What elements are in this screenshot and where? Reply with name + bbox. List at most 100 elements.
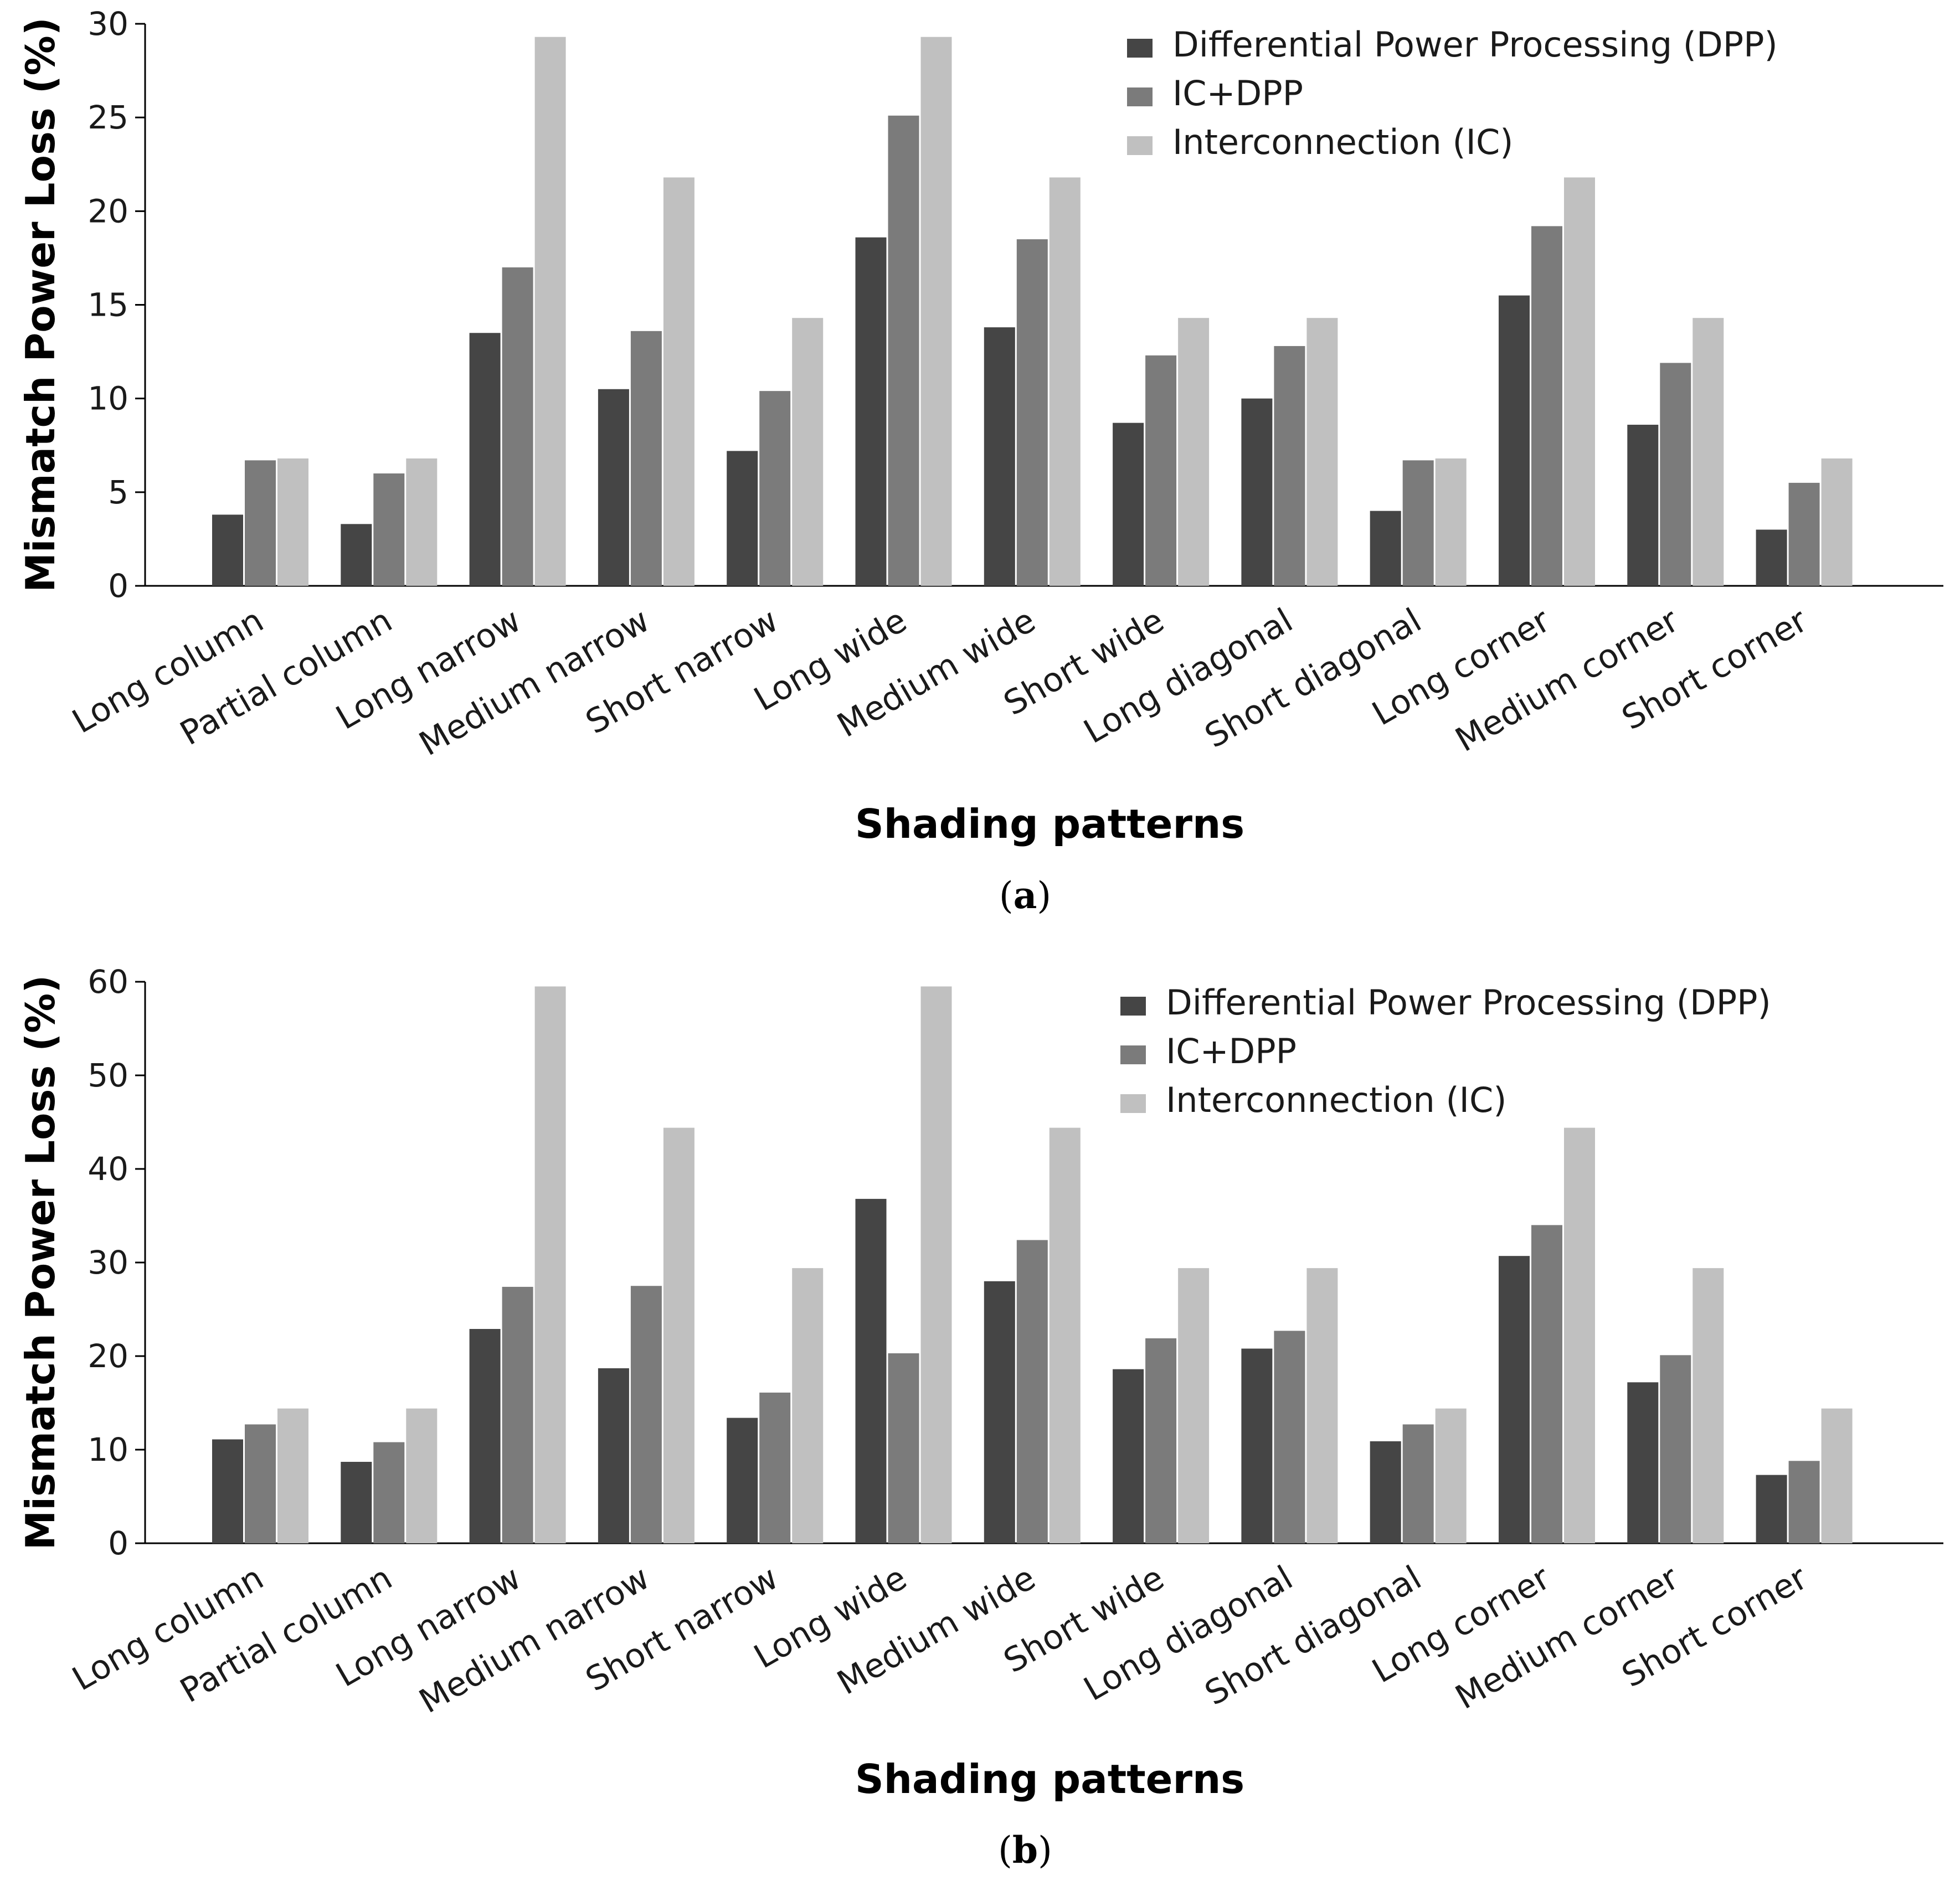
bar-ic-dpp	[245, 460, 276, 586]
legend-label: Interconnection (IC)	[1166, 1080, 1506, 1120]
bar-ic-dpp	[630, 331, 662, 586]
bar-ic	[277, 458, 308, 586]
bar-ic	[1564, 177, 1595, 586]
bar-ic	[1693, 1268, 1724, 1543]
bar-ic-dpp	[888, 115, 919, 586]
bar-dpp	[1370, 511, 1401, 586]
bar-ic	[920, 37, 952, 586]
legend-label: IC+DPP	[1172, 73, 1303, 114]
bar-ic	[663, 1127, 695, 1543]
y-tick-label: 30	[88, 5, 128, 43]
x-category-label: Medium narrow	[413, 1558, 656, 1721]
bar-ic	[1821, 458, 1853, 586]
bar-ic-dpp	[1016, 1240, 1048, 1543]
x-category-label: Partial column	[174, 1558, 399, 1710]
legend-swatch	[1127, 39, 1153, 58]
bar-ic	[1564, 1127, 1595, 1543]
bar-ic-dpp	[373, 1442, 405, 1543]
legend-label: IC+DPP	[1166, 1031, 1297, 1071]
bar-ic-dpp	[1660, 363, 1691, 586]
bar-ic-dpp	[759, 391, 791, 586]
y-tick-label: 0	[108, 567, 128, 605]
y-tick-label: 10	[88, 1431, 128, 1469]
bar-ic	[1306, 1268, 1338, 1543]
bar-dpp	[1756, 1475, 1787, 1543]
bar-dpp	[727, 1418, 758, 1543]
bar-dpp	[984, 327, 1015, 586]
bar-dpp	[1499, 295, 1530, 586]
y-tick-label: 25	[88, 99, 128, 136]
bar-dpp	[212, 1439, 243, 1543]
y-tick-label: 15	[88, 286, 128, 324]
bar-dpp	[598, 1368, 629, 1543]
legend-swatch	[1120, 997, 1146, 1016]
bar-ic-dpp	[1274, 346, 1305, 586]
bar-ic-dpp	[1145, 1338, 1177, 1543]
x-category-label: Partial column	[174, 601, 399, 753]
bar-ic-dpp	[1016, 239, 1048, 586]
caption-letter: a	[1014, 874, 1037, 917]
bar-ic	[534, 986, 566, 1543]
bar-ic-dpp	[1788, 482, 1820, 586]
bar-dpp	[1627, 425, 1659, 586]
y-tick-label: 50	[88, 1057, 128, 1094]
bar-dpp	[1113, 1369, 1144, 1543]
bar-ic-dpp	[373, 473, 405, 586]
bar-ic	[1049, 1127, 1081, 1543]
bar-ic	[1821, 1408, 1853, 1543]
bar-ic-dpp	[1145, 355, 1177, 586]
bar-dpp	[855, 237, 887, 586]
bar-dpp	[1241, 398, 1273, 586]
x-category-label: Short diagonal	[1198, 1558, 1428, 1713]
bar-dpp	[469, 333, 501, 586]
bar-ic-dpp	[502, 1286, 533, 1543]
x-category-label: Long diagonal	[1077, 601, 1299, 751]
bar-dpp	[1241, 1348, 1273, 1543]
x-category-label: Medium narrow	[413, 601, 656, 764]
bar-ic-dpp	[1660, 1355, 1691, 1543]
bar-ic-dpp	[245, 1424, 276, 1543]
bar-ic	[663, 177, 695, 586]
bar-ic	[406, 458, 438, 586]
bar-dpp	[1499, 1256, 1530, 1543]
bar-ic-dpp	[1531, 1225, 1562, 1543]
bar-dpp	[1627, 1382, 1659, 1543]
y-tick-label: 60	[88, 963, 128, 1001]
bar-ic	[1178, 318, 1210, 586]
y-tick-label: 20	[88, 192, 128, 230]
panel-caption: (b)	[998, 1828, 1052, 1872]
caption-close-paren: )	[1037, 874, 1051, 917]
caption-open-paren: (	[998, 1829, 1012, 1872]
legend-label: Interconnection (IC)	[1172, 122, 1513, 162]
y-axis-title: Mismatch Power Loss (%)	[17, 17, 64, 592]
bar-dpp	[1113, 422, 1144, 586]
bar-dpp	[1756, 529, 1787, 586]
bar-ic-dpp	[1402, 1424, 1434, 1543]
bar-ic	[534, 37, 566, 586]
bar-dpp	[469, 1328, 501, 1543]
bar-dpp	[984, 1281, 1015, 1543]
bar-ic-dpp	[1531, 226, 1562, 586]
y-tick-label: 10	[88, 380, 128, 418]
bar-ic	[277, 1408, 308, 1543]
bar-ic-dpp	[1274, 1331, 1305, 1543]
bar-ic-dpp	[759, 1392, 791, 1543]
x-axis-title: Shading patterns	[855, 1756, 1244, 1802]
bar-dpp	[855, 1199, 887, 1543]
bar-ic-dpp	[630, 1286, 662, 1543]
legend-swatch	[1127, 87, 1153, 106]
y-tick-label: 30	[88, 1244, 128, 1281]
legend-label: Differential Power Processing (DPP)	[1172, 24, 1778, 65]
bar-ic	[920, 986, 952, 1543]
bar-ic	[1435, 1408, 1467, 1543]
bar-dpp	[727, 451, 758, 586]
x-category-label: Medium corner	[1449, 601, 1685, 760]
x-axis-title: Shading patterns	[855, 801, 1244, 847]
y-tick-label: 40	[88, 1150, 128, 1188]
y-tick-label: 20	[88, 1337, 128, 1375]
caption-open-paren: (	[999, 874, 1014, 917]
bar-dpp	[598, 389, 629, 586]
panel-caption: (a)	[999, 874, 1051, 917]
